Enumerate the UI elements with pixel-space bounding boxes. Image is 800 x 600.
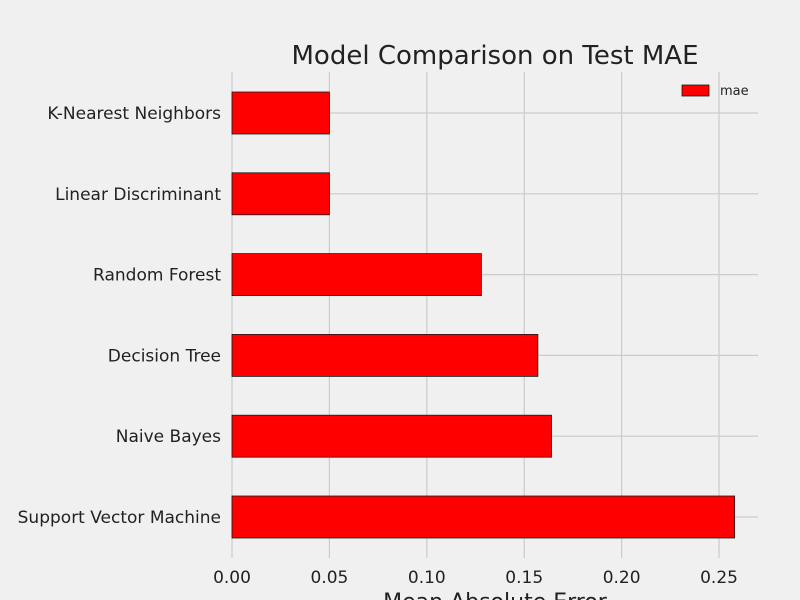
y-tick-label: Support Vector Machine bbox=[18, 508, 221, 528]
x-tick-label: 0.25 bbox=[700, 568, 738, 588]
y-tick-label: Random Forest bbox=[93, 266, 221, 286]
grid-lines bbox=[232, 72, 758, 558]
x-tick-label: 0.05 bbox=[310, 568, 348, 588]
y-tick-label: Linear Discriminant bbox=[55, 185, 221, 205]
x-tick-label: 0.15 bbox=[505, 568, 543, 588]
bar bbox=[232, 173, 329, 215]
y-tick-label: Naive Bayes bbox=[116, 427, 221, 447]
legend-swatch bbox=[682, 85, 709, 96]
bar bbox=[232, 254, 481, 296]
bars bbox=[232, 92, 735, 538]
chart-title: Model Comparison on Test MAE bbox=[291, 41, 698, 71]
y-tick-label: K-Nearest Neighbors bbox=[47, 104, 221, 124]
bar bbox=[232, 496, 735, 538]
bar bbox=[232, 92, 329, 134]
y-tick-label: Decision Tree bbox=[108, 346, 221, 366]
x-axis-label: Mean Absolute Error bbox=[383, 590, 608, 600]
legend-label: mae bbox=[720, 84, 749, 99]
x-tick-label: 0.20 bbox=[603, 568, 641, 588]
bar bbox=[232, 415, 551, 457]
x-tick-label: 0.00 bbox=[213, 568, 251, 588]
bar bbox=[232, 334, 538, 376]
x-tick-label: 0.10 bbox=[408, 568, 446, 588]
legend: mae bbox=[682, 84, 749, 99]
